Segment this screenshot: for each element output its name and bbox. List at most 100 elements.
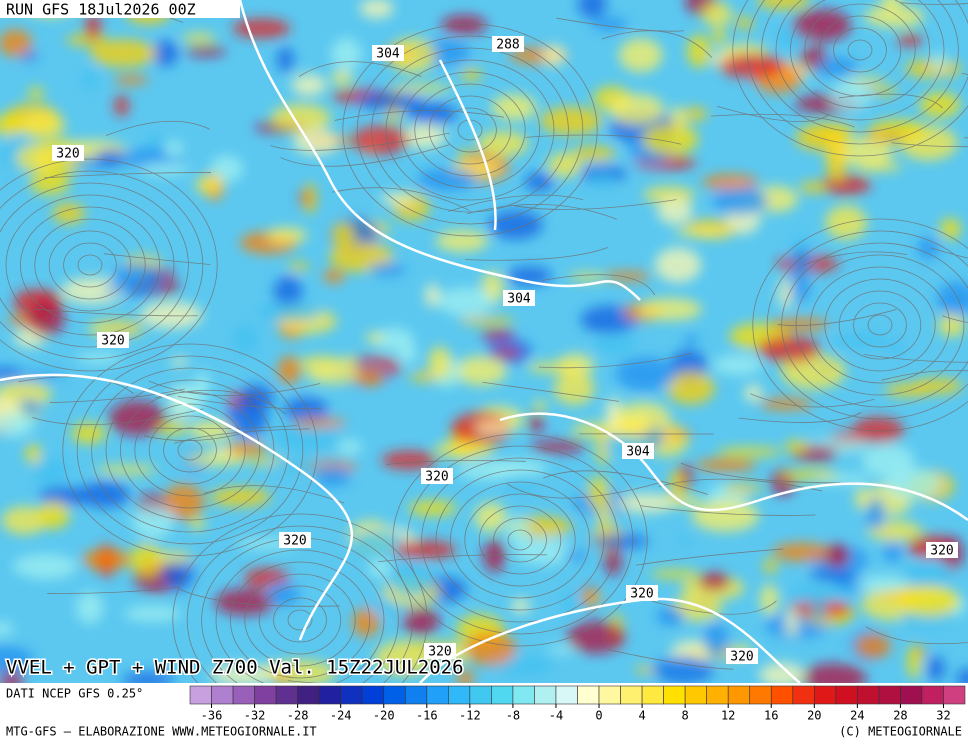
streamline: [356, 35, 584, 225]
field-blob: [112, 262, 165, 298]
field-blob: [815, 57, 858, 77]
field-blob: [227, 441, 267, 456]
streamline: [91, 367, 289, 533]
field-blob: [756, 0, 810, 10]
field-blob: [27, 300, 65, 337]
streamline: [371, 47, 569, 213]
field-blob: [16, 143, 57, 173]
field-blob: [683, 107, 708, 121]
field-blob: [209, 155, 244, 183]
field-blob: [514, 538, 575, 565]
field-blob: [89, 39, 157, 68]
streamline: [930, 247, 968, 259]
field-blob: [113, 75, 149, 85]
streamline: [298, 61, 422, 78]
contour-label: 304: [376, 47, 400, 62]
field-blob: [643, 186, 696, 204]
field-blob: [39, 486, 88, 507]
colorbar-tick-label: 20: [807, 709, 821, 723]
field-blob: [650, 569, 700, 579]
field-blob: [792, 9, 852, 42]
streamline: [244, 573, 356, 667]
field-blob: [139, 163, 190, 176]
field-blob: [864, 5, 925, 28]
field-blob: [0, 114, 25, 137]
colorbar-swatch: [706, 685, 729, 705]
colorbar-tick-label: 4: [638, 709, 645, 723]
map-title: VVEL + GPT + WIND Z700 Val. 15Z22JUL2026: [6, 657, 464, 679]
contour-label-box: [492, 36, 524, 52]
streamline: [20, 206, 160, 324]
field-blob: [855, 487, 868, 510]
field-blob: [820, 174, 871, 195]
field-blob: [932, 51, 946, 72]
streamline: [378, 554, 548, 563]
streamline: [853, 302, 907, 348]
field-blob: [687, 34, 711, 68]
field-blob: [784, 440, 809, 453]
field-blob: [615, 493, 675, 513]
field-blob: [798, 181, 828, 193]
colorbar-tick-label: -28: [287, 709, 309, 723]
field-blob: [460, 68, 482, 81]
colorbar-swatch: [857, 685, 880, 705]
colorbar-tick-label: -36: [201, 709, 223, 723]
field-blob: [489, 459, 548, 477]
colorbar-tick-label: 0: [595, 709, 602, 723]
field-blob: [369, 262, 406, 276]
field-blob: [438, 287, 494, 317]
field-blob: [919, 91, 961, 118]
streamline: [658, 478, 823, 492]
streamline: [435, 469, 605, 611]
field-blob: [95, 465, 158, 475]
field-blob: [147, 133, 166, 152]
field-blob: [392, 84, 452, 94]
field-blob: [356, 91, 423, 111]
colorbar-swatch: [448, 685, 471, 705]
colorbar-swatch: [684, 685, 707, 705]
streamline: [174, 428, 310, 444]
field-blob: [533, 400, 547, 412]
map-area: 304 288 320 304 320 304 320 320 320 320 320 320 RUN…: [0, 0, 968, 683]
field-blob: [323, 269, 345, 284]
contour-label: 320: [428, 645, 451, 660]
field-blob: [642, 123, 699, 155]
field-blob: [425, 283, 440, 308]
field-blob: [566, 620, 626, 654]
field-blob: [209, 487, 271, 507]
streamline: [63, 242, 117, 288]
streamline: [32, 408, 204, 426]
streamline: [467, 203, 617, 220]
field-blob: [488, 210, 543, 240]
streamline: [386, 460, 526, 465]
footer-left: MTG-GFS – ELABORAZIONE WWW.METEOGIORNALE…: [6, 725, 317, 739]
footer-right: (C) METEOGIORNALE: [839, 725, 962, 739]
field-blob: [596, 430, 610, 465]
field-blob: [277, 355, 301, 385]
streamline: [177, 588, 340, 607]
field-blob: [506, 266, 552, 286]
field-blob: [886, 467, 940, 499]
streamline: [651, 600, 777, 615]
geopotential-contours: [0, 0, 968, 683]
field-blob: [457, 668, 474, 683]
streamline: [76, 355, 304, 545]
streamline: [790, 0, 930, 109]
colorbar-swatch: [275, 685, 298, 705]
field-blob: [75, 352, 124, 364]
field-blob: [214, 588, 276, 616]
streamline: [287, 609, 313, 631]
field-blob: [785, 607, 799, 637]
colorbar-tick-label: -4: [549, 709, 563, 723]
streamline: [680, 462, 856, 484]
colorbar-swatch: [189, 685, 212, 705]
streamline: [332, 187, 470, 211]
contour-labels: 304 288 320 304 320 304 320 320 320 320 320 320: [52, 36, 958, 665]
streamline: [847, 39, 873, 61]
field-blob: [408, 500, 457, 516]
field-blob: [21, 111, 66, 140]
streamline: [538, 352, 693, 369]
field-blob: [492, 348, 521, 358]
field-blob: [609, 94, 665, 125]
streamline: [154, 389, 287, 415]
